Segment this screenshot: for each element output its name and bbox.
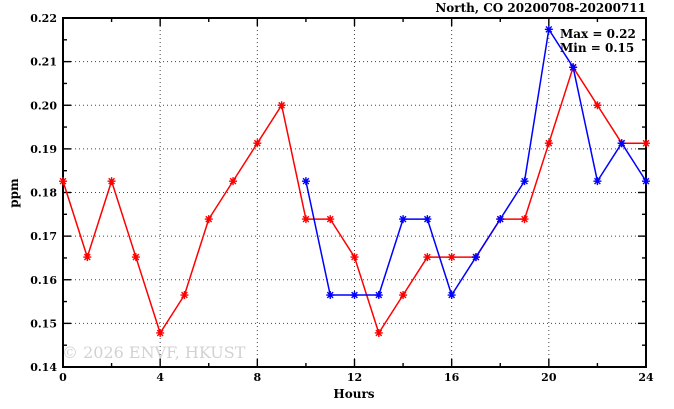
blue-series-markers	[301, 25, 650, 300]
x-tick-label: 24	[638, 371, 654, 384]
x-axis-label: Hours	[333, 387, 374, 401]
y-tick-label: 0.22	[30, 12, 57, 25]
plot-border	[62, 17, 647, 368]
x-tick-label: 4	[156, 371, 164, 384]
x-tick-label: 16	[444, 371, 460, 384]
y-tick-label: 0.17	[30, 230, 57, 243]
x-tick-label: 20	[541, 371, 557, 384]
y-tick-label: 0.18	[30, 187, 57, 200]
y-tick-label: 0.14	[30, 361, 57, 374]
y-tick-label: 0.20	[30, 99, 57, 112]
y-tick-label: 0.21	[30, 56, 57, 69]
annotation-max: Max = 0.22	[560, 27, 636, 41]
plot-area: 0 4 8 12 16 20 24 0.14 0.15 0.16 0.17 0.18 0.19 0.20 0…	[30, 12, 654, 384]
chart-title: North, CO 20200708-20200711	[435, 1, 646, 15]
red-series-markers	[59, 63, 650, 337]
x-tick-label: 0	[59, 371, 67, 384]
y-tick-label: 0.19	[30, 143, 57, 156]
annotation-min: Min = 0.15	[560, 41, 634, 55]
x-tick-label: 12	[347, 371, 362, 384]
x-tick-label: 8	[254, 371, 262, 384]
y-tick-label: 0.16	[30, 274, 57, 287]
watermark: © 2026 ENVF, HKUST	[62, 343, 246, 362]
y-tick-label: 0.15	[30, 317, 57, 330]
y-axis-label: ppm	[7, 178, 21, 208]
